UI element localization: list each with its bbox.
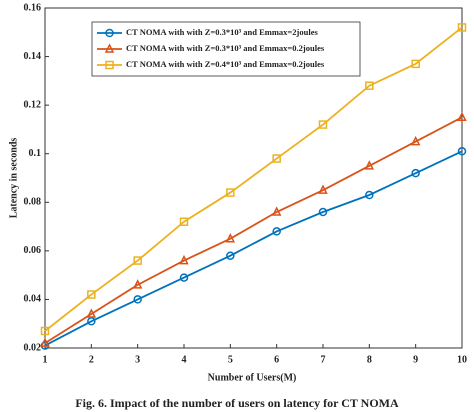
marker xyxy=(272,227,281,236)
series-line xyxy=(44,116,463,344)
caption: Fig. 6. Impact of the number of users on… xyxy=(75,396,399,410)
x-tick-label: 7 xyxy=(321,354,326,365)
x-tick-label: 6 xyxy=(274,354,279,365)
marker xyxy=(365,190,374,200)
marker xyxy=(318,207,328,217)
marker xyxy=(364,160,375,170)
x-axis-label: Number of Users(M) xyxy=(208,372,297,383)
y-tick-label: 0.04 xyxy=(24,294,42,305)
series-line xyxy=(44,150,463,347)
legend-label: CT NOMA with with Z=0.3*10³ and Emmax=2j… xyxy=(126,27,318,37)
y-tick-label: 0.14 xyxy=(24,51,42,62)
marker xyxy=(365,81,374,90)
x-tick-label: 3 xyxy=(135,354,140,365)
x-tick-label: 2 xyxy=(89,354,94,365)
marker xyxy=(457,23,467,32)
y-tick-label: 0.16 xyxy=(24,2,42,13)
y-tick-label: 0.06 xyxy=(24,245,42,256)
marker xyxy=(133,256,142,265)
marker xyxy=(271,206,282,216)
legend-label: CT NOMA with with Z=0.4*10³ and Emmax=0.… xyxy=(126,59,325,69)
marker xyxy=(40,337,50,347)
y-tick-label: 0.1 xyxy=(29,148,42,159)
plot-area xyxy=(44,7,463,349)
marker xyxy=(179,217,189,226)
marker xyxy=(225,233,236,243)
x-tick-label: 1 xyxy=(43,354,48,365)
marker xyxy=(87,317,96,326)
marker xyxy=(105,28,114,38)
y-tick-label: 0.08 xyxy=(24,197,42,208)
marker xyxy=(86,308,97,318)
marker xyxy=(226,188,235,197)
y-tick-label: 0.02 xyxy=(24,342,42,353)
marker xyxy=(272,154,281,163)
marker xyxy=(318,120,328,129)
marker xyxy=(318,184,328,194)
x-tick-label: 5 xyxy=(228,354,233,365)
legend-label: CT NOMA with with Z=0.3*10³ and Emmax=0.… xyxy=(126,43,325,53)
marker xyxy=(226,251,235,260)
y-tick-label: 0.12 xyxy=(24,99,42,110)
legend-box xyxy=(91,21,361,77)
series-line xyxy=(44,26,463,332)
marker xyxy=(132,279,143,289)
marker xyxy=(104,43,115,53)
marker xyxy=(411,168,420,178)
marker xyxy=(457,111,467,122)
y-axis-label: Latency in seconds xyxy=(8,138,19,219)
legend: CT NOMA with with Z=0.3*10³ and Emmax=2j… xyxy=(91,21,361,77)
marker xyxy=(105,60,114,70)
marker xyxy=(411,59,420,69)
marker xyxy=(179,273,189,282)
x-tick-label: 4 xyxy=(182,354,187,365)
marker xyxy=(40,326,50,336)
marker xyxy=(179,254,189,265)
marker xyxy=(87,290,96,299)
marker xyxy=(410,135,421,146)
marker xyxy=(457,147,467,156)
x-tick-label: 9 xyxy=(413,354,418,365)
marker xyxy=(133,295,142,304)
x-tick-label: 10 xyxy=(457,354,467,365)
x-tick-label: 8 xyxy=(367,354,372,365)
